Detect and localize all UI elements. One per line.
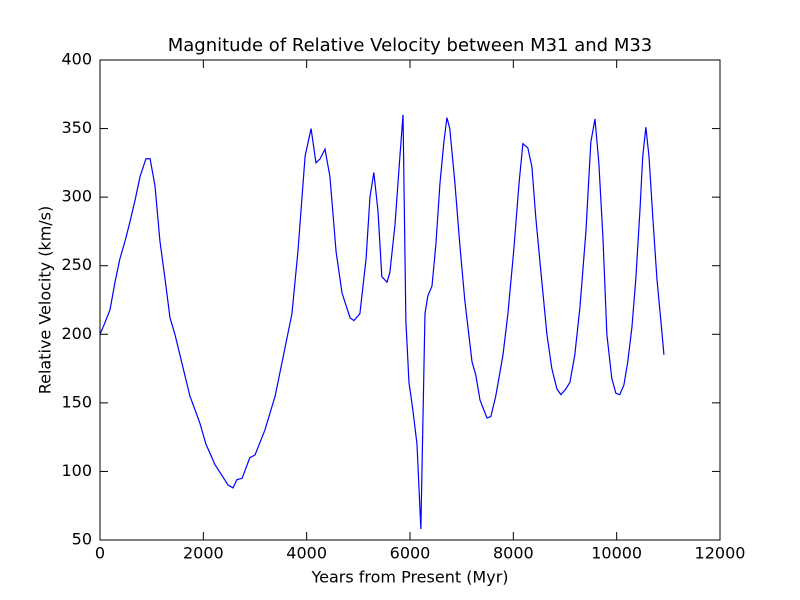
y-tick-label: 100: [61, 461, 92, 480]
chart-title: Magnitude of Relative Velocity between M…: [168, 35, 653, 56]
x-tick-label: 0: [95, 544, 105, 563]
x-tick-label: 6000: [390, 544, 431, 563]
x-tick-label: 12000: [695, 544, 746, 563]
data-line: [99, 114, 665, 530]
x-tick-label: 8000: [493, 544, 534, 563]
x-tick-label: 2000: [183, 544, 224, 563]
x-tick-label: 4000: [286, 544, 327, 563]
y-tick-label: 150: [61, 392, 92, 411]
y-tick-label: 250: [61, 255, 92, 274]
plot-frame: [99, 59, 721, 541]
x-tick-label: 10000: [591, 544, 642, 563]
y-tick-label: 350: [61, 118, 92, 137]
y-tick-label: 300: [61, 187, 92, 206]
y-tick-label: 400: [61, 50, 92, 69]
y-tick-label: 50: [72, 530, 92, 549]
x-axis-label: Years from Present (Myr): [310, 568, 508, 587]
y-tick-label: 200: [61, 324, 92, 343]
y-axis-label: Relative Velocity (km/s): [36, 206, 55, 395]
